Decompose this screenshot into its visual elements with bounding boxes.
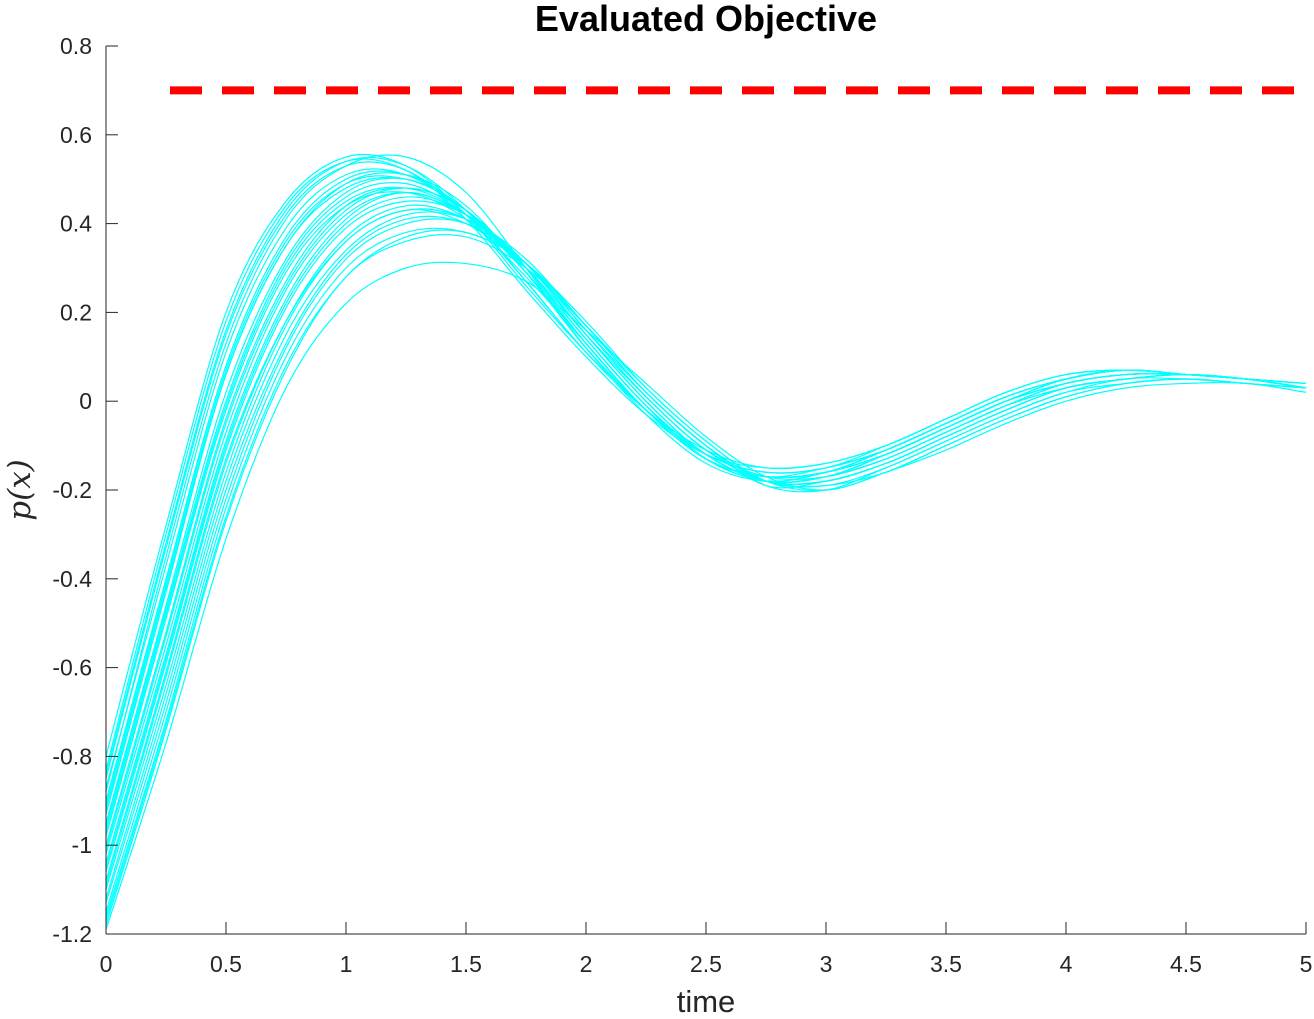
y-tick-label: 0.6 (60, 122, 92, 148)
y-axis-label: p(x) (2, 459, 38, 521)
series-line-25 (105, 229, 1307, 921)
y-ticks: -1.2 -1 -0.8 -0.6 -0.4 -0.2 0 0.2 0.4 0.6 0.8 (52, 33, 118, 947)
series-line-29 (105, 172, 1307, 810)
y-tick-label: 0.2 (60, 299, 92, 325)
x-tick-label: 0.5 (210, 951, 242, 977)
y-tick-label: -0.6 (52, 655, 92, 681)
x-ticks: 0 0.5 1 1.5 2 2.5 3 3.5 4 4.5 5 (100, 922, 1313, 977)
x-axis-label: time (677, 984, 736, 1019)
y-tick-label: -0.4 (52, 566, 92, 592)
x-tick-label: 0 (100, 951, 113, 977)
x-tick-label: 2.5 (690, 951, 722, 977)
series-group (105, 153, 1307, 930)
y-tick-label: 0.8 (60, 33, 92, 59)
series-line-30 (105, 191, 1307, 864)
series-line-28 (105, 204, 1307, 886)
y-tick-label: -1 (72, 832, 92, 858)
y-tick-label: -1.2 (52, 921, 92, 947)
x-tick-label: 3 (820, 951, 833, 977)
x-tick-label: 4 (1060, 951, 1073, 977)
x-tick-label: 5 (1300, 951, 1313, 977)
x-tick-label: 2 (580, 951, 593, 977)
x-tick-label: 4.5 (1170, 951, 1202, 977)
chart-title: Evaluated Objective (535, 0, 877, 39)
y-tick-label: 0 (79, 388, 92, 414)
x-tick-label: 3.5 (930, 951, 962, 977)
x-tick-label: 1 (340, 951, 353, 977)
y-tick-label: -0.8 (52, 743, 92, 769)
series-line-10 (105, 261, 1307, 930)
y-tick-label: -0.2 (52, 477, 92, 503)
y-tick-label: 0.4 (60, 211, 92, 237)
x-tick-label: 1.5 (450, 951, 482, 977)
